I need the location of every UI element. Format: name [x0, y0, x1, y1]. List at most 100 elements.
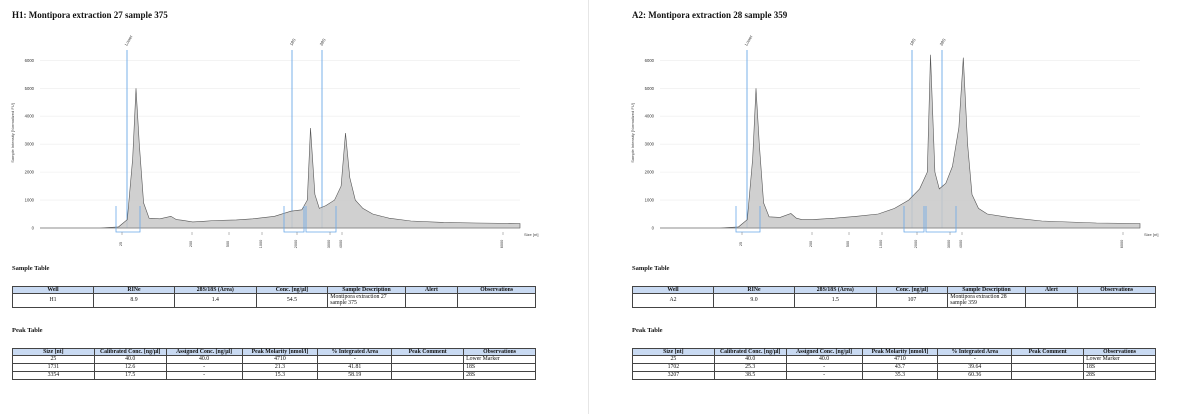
integration-window	[305, 206, 337, 233]
y-tick-label: 3000	[25, 142, 35, 147]
x-axis-label: Size [nt]	[1144, 232, 1158, 237]
col-header: Well	[632, 285, 714, 295]
x-tick-label: 1000	[259, 240, 263, 248]
cell: 25	[632, 355, 715, 365]
cell: 40.0	[93, 355, 167, 365]
cell-alert	[1024, 293, 1079, 308]
col-header: Observations	[1083, 347, 1156, 357]
cell: -	[165, 363, 243, 373]
sample-table-header-row: Well RINe 28S/18S (Area) Conc. [ng/µl] S…	[12, 285, 536, 295]
table-row: 3207 38.5 - 35.3 60.36 28S	[632, 371, 1156, 381]
cell: 3354	[12, 371, 95, 381]
cell: 1702	[632, 363, 715, 373]
report-panel-a2: A2: Montipora extraction 28 sample 359 0…	[620, 0, 1179, 414]
table-row: H1 8.9 1.4 54.5 Montipora extraction 27 …	[12, 293, 536, 308]
col-header: Size [nt]	[632, 347, 715, 357]
y-tick-label: 4000	[25, 114, 35, 119]
x-tick-label: 200	[809, 241, 813, 247]
y-tick-label: 1000	[25, 198, 35, 203]
integration-window	[283, 206, 305, 233]
cell-conc: 107	[875, 293, 949, 308]
cell-ratio: 1.4	[174, 293, 257, 308]
y-tick-label: 3000	[645, 142, 655, 147]
col-header: RINe	[92, 285, 176, 295]
col-header: Conc. [ng/µl]	[255, 285, 329, 295]
col-header: RINe	[712, 285, 796, 295]
peak-table: Size [nt] Calibrated Conc. [ng/µl] Assig…	[632, 347, 1156, 381]
col-header: Observations	[463, 347, 536, 357]
y-tick-label: 5000	[25, 86, 35, 91]
cell: 12.6	[93, 363, 167, 373]
y-tick-label: 0	[652, 226, 655, 231]
col-header: % Integrated Area	[317, 347, 393, 357]
cell: 40.0	[785, 355, 863, 365]
table-row: 25 40.0 40.0 4710 - Lower Marker	[12, 355, 536, 365]
area-trace	[40, 88, 521, 229]
cell	[391, 355, 465, 365]
cell: 4710	[241, 355, 319, 365]
sample-table-header-row: Well RINe 28S/18S (Area) Conc. [ng/µl] S…	[632, 285, 1156, 295]
x-tick-label: 1000	[879, 240, 883, 248]
peak-label: 28S	[319, 37, 327, 46]
col-header: Size [nt]	[12, 347, 95, 357]
y-tick-label: 2000	[645, 170, 655, 175]
cell	[1011, 363, 1085, 373]
sample-table-title: Sample Table	[632, 265, 670, 272]
cell: 18S	[1083, 363, 1156, 373]
cell-well: A2	[632, 293, 714, 308]
col-header: Peak Comment	[391, 347, 465, 357]
col-header: Well	[12, 285, 94, 295]
x-tick-label: 3000	[947, 240, 951, 248]
cell: 40.0	[713, 355, 787, 365]
cell: -	[785, 371, 863, 381]
integration-window	[735, 206, 761, 233]
peak-label: 18S	[289, 37, 297, 46]
cell-observations	[1077, 293, 1156, 308]
sample-table: Well RINe 28S/18S (Area) Conc. [ng/µl] S…	[12, 285, 536, 308]
cell-conc: 54.5	[255, 293, 329, 308]
y-tick-label: 6000	[25, 58, 35, 63]
cell: 58.19	[317, 371, 393, 381]
y-tick-label: 6000	[645, 58, 655, 63]
col-header: Calibrated Conc. [ng/µl]	[713, 347, 787, 357]
cell: 21.3	[241, 363, 319, 373]
cell: 38.5	[713, 371, 787, 381]
x-tick-label: 500	[226, 241, 230, 247]
integration-window	[925, 206, 957, 233]
table-row: 1731 12.6 - 21.3 41.81 18S	[12, 363, 536, 373]
panel-title: A2: Montipora extraction 28 sample 359	[632, 10, 788, 20]
panel-title: H1: Montipora extraction 27 sample 375	[12, 10, 168, 20]
cell: 40.0	[165, 355, 243, 365]
cell: 60.36	[937, 371, 1013, 381]
cell-rine: 8.9	[92, 293, 176, 308]
x-tick-label: 4000	[339, 240, 343, 248]
cell-description: Montipora extraction 27 sample 375	[327, 293, 406, 308]
cell: 17.5	[93, 371, 167, 381]
cell: 41.81	[317, 363, 393, 373]
y-tick-label: 0	[32, 226, 35, 231]
cell: 25.3	[713, 363, 787, 373]
peak-label: 28S	[939, 37, 947, 46]
peak-label: 18S	[909, 37, 917, 46]
col-header: Peak Molarity [nmol/l]	[241, 347, 319, 357]
table-row: A2 9.0 1.5 107 Montipora extraction 28 s…	[632, 293, 1156, 308]
peak-table-title: Peak Table	[12, 327, 43, 334]
electropherogram-chart: 0 1000 2000 3000 4000 5000 6000 Sample Intensit…	[10, 34, 538, 249]
sample-table-title: Sample Table	[12, 265, 50, 272]
cell-rine: 9.0	[712, 293, 796, 308]
cell-description: Montipora extraction 28 sample 359	[947, 293, 1026, 308]
cell: Lower Marker	[1083, 355, 1156, 365]
col-header: Calibrated Conc. [ng/µl]	[93, 347, 167, 357]
x-tick-label: 6000	[500, 240, 504, 248]
cell	[391, 371, 465, 381]
y-tick-label: 5000	[645, 86, 655, 91]
cell: 25	[12, 355, 95, 365]
table-row: 3354 17.5 - 15.3 58.19 28S	[12, 371, 536, 381]
cell	[391, 363, 465, 373]
col-header: Assigned Conc. [ng/µl]	[785, 347, 863, 357]
electropherogram-chart: 0 1000 2000 3000 4000 5000 6000 Sample Intensit…	[630, 34, 1158, 249]
x-axis-label: Size [nt]	[524, 232, 538, 237]
report-panel-h1: H1: Montipora extraction 27 sample 375 0…	[0, 0, 560, 414]
peak-table-header-row: Size [nt] Calibrated Conc. [ng/µl] Assig…	[632, 347, 1156, 357]
cell: -	[937, 355, 1013, 365]
